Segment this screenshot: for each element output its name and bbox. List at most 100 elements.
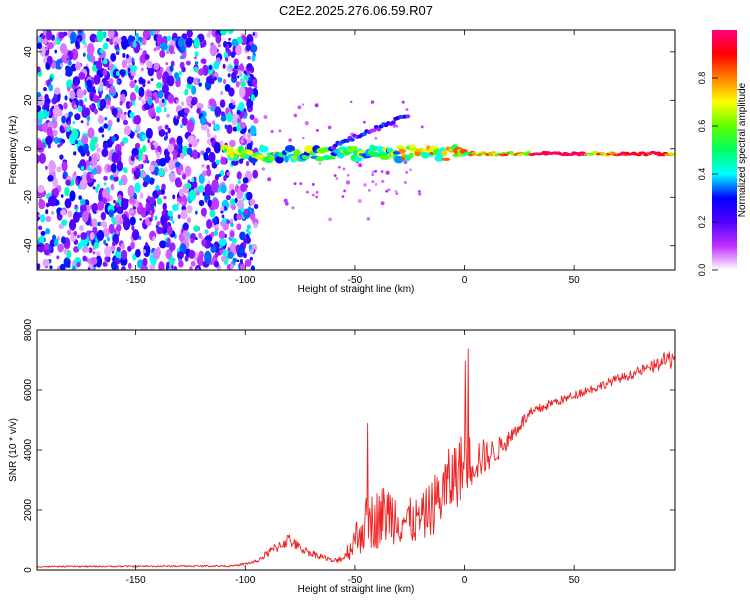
noise-speckle <box>154 163 158 167</box>
noise-speckle <box>249 114 255 120</box>
x-tick-label: 0 <box>462 575 468 586</box>
noise-speckle <box>77 179 81 184</box>
noise-speckle <box>48 111 52 116</box>
signal-line <box>348 145 358 150</box>
noise-speckle <box>80 165 85 171</box>
noise-speckle <box>252 169 259 179</box>
noise-speckle <box>187 217 192 224</box>
noise-speckle <box>142 145 147 153</box>
y-tick-label: 6000 <box>23 378 34 401</box>
noise-speckle <box>38 213 41 218</box>
y-tick-label: 40 <box>23 46 34 58</box>
noise-speckle <box>232 126 238 132</box>
noise-speckle <box>229 230 235 238</box>
noise-speckle <box>243 209 249 216</box>
noise-speckle <box>109 38 114 45</box>
noise-speckle <box>297 105 302 110</box>
noise-speckle <box>116 160 124 172</box>
noise-speckle <box>111 151 119 164</box>
noise-speckle <box>141 171 147 178</box>
noise-speckle <box>59 43 68 54</box>
noise-speckle <box>155 224 159 229</box>
noise-speckle <box>38 152 46 164</box>
noise-speckle <box>65 66 73 77</box>
noise-speckle <box>214 109 218 115</box>
noise-speckle <box>195 237 198 241</box>
noise-speckle <box>248 206 251 211</box>
colorbar-tick-label: 0.6 <box>697 120 707 133</box>
noise-speckle <box>93 179 96 183</box>
noise-speckle <box>238 158 244 164</box>
signal-line <box>408 152 414 159</box>
noise-speckle <box>48 159 56 173</box>
noise-speckle <box>134 129 138 134</box>
noise-speckle <box>186 147 193 156</box>
noise-speckle <box>299 182 303 186</box>
noise-speckle <box>215 159 221 165</box>
noise-speckle <box>357 199 362 203</box>
noise-speckle <box>110 183 115 191</box>
noise-speckle <box>184 255 189 262</box>
signal-line <box>337 151 345 159</box>
noise-speckle <box>246 142 253 151</box>
noise-speckle <box>164 124 169 130</box>
noise-speckle <box>224 124 228 129</box>
noise-speckle <box>362 120 366 124</box>
noise-speckle <box>166 75 175 87</box>
noise-speckle <box>147 139 150 144</box>
noise-speckle <box>246 87 254 97</box>
noise-speckle <box>220 90 224 96</box>
noise-speckle <box>250 265 255 270</box>
noise-speckle <box>240 183 247 192</box>
noise-speckle <box>200 44 203 48</box>
noise-speckle <box>236 259 240 263</box>
noise-speckle <box>236 223 242 231</box>
noise-speckle <box>57 243 65 253</box>
noise-speckle <box>51 120 55 124</box>
noise-speckle <box>202 189 205 193</box>
noise-speckle <box>220 115 227 122</box>
noise-speckle <box>101 221 107 227</box>
noise-speckle <box>92 186 96 190</box>
x-tick-label: -100 <box>235 575 255 586</box>
noise-speckle <box>196 107 201 114</box>
noise-speckle <box>66 86 71 92</box>
noise-speckle <box>68 219 77 231</box>
noise-speckle <box>346 173 350 177</box>
x-tick-label: -50 <box>348 275 363 286</box>
noise-speckle <box>175 161 181 168</box>
noise-speckle <box>167 210 173 217</box>
noise-speckle <box>181 44 186 51</box>
noise-speckle <box>53 238 59 247</box>
noise-speckle <box>93 241 100 249</box>
spectrogram-content <box>37 30 675 270</box>
noise-speckle <box>86 248 90 252</box>
noise-speckle <box>229 64 233 70</box>
noise-speckle <box>154 215 158 221</box>
noise-speckle <box>243 252 247 259</box>
noise-speckle <box>103 182 107 186</box>
noise-speckle <box>110 245 116 252</box>
noise-speckle <box>64 198 72 209</box>
noise-speckle <box>56 166 62 173</box>
noise-speckle <box>98 127 105 134</box>
noise-speckle <box>245 160 250 167</box>
noise-speckle <box>69 190 76 202</box>
noise-speckle <box>172 194 176 200</box>
noise-speckle <box>213 123 221 132</box>
noise-speckle <box>110 53 117 62</box>
noise-speckle <box>345 180 351 185</box>
noise-speckle <box>224 205 227 209</box>
colorbar-tick-label: 0.4 <box>697 168 707 181</box>
noise-speckle <box>95 255 103 268</box>
noise-speckle <box>152 95 156 101</box>
noise-speckle <box>86 166 92 172</box>
noise-speckle <box>226 171 230 176</box>
noise-speckle <box>161 83 169 94</box>
noise-speckle <box>116 79 120 84</box>
noise-speckle <box>129 216 136 226</box>
noise-speckle <box>288 138 292 142</box>
noise-speckle <box>187 179 191 184</box>
noise-speckle <box>38 225 43 231</box>
signal-line <box>671 152 675 156</box>
